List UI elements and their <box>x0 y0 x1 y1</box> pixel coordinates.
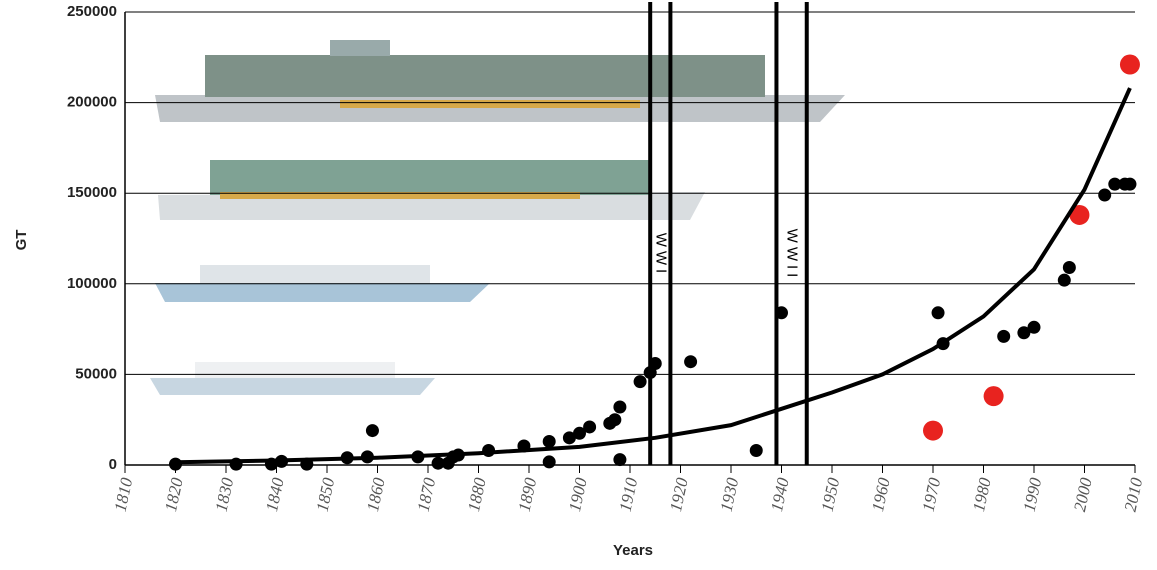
x-tick-label: 1970 <box>919 476 945 514</box>
war-label: WWII <box>784 229 801 282</box>
data-point <box>684 355 698 369</box>
y-tick-label: 100000 <box>67 275 117 292</box>
x-tick-label: 1960 <box>868 476 894 514</box>
data-point <box>1057 273 1071 287</box>
ship <box>150 378 435 395</box>
ship <box>330 40 390 56</box>
ship <box>155 95 845 122</box>
ship <box>205 55 765 97</box>
ship <box>340 100 640 108</box>
x-tick-label: 1810 <box>111 476 137 514</box>
x-tick-label: 1840 <box>262 476 288 514</box>
x-tick-label: 1880 <box>464 476 490 514</box>
ship <box>220 192 580 199</box>
ship-illustrations <box>150 40 845 395</box>
data-point <box>749 444 763 458</box>
data-point <box>613 453 627 467</box>
x-tick-label: 1830 <box>212 476 238 514</box>
ship <box>210 160 650 195</box>
x-tick-label: 1940 <box>767 476 793 514</box>
data-point <box>997 329 1011 343</box>
x-tick-label: 2010 <box>1121 476 1147 514</box>
data-point <box>983 386 1004 407</box>
data-point <box>608 413 622 427</box>
y-tick-label: 200000 <box>67 94 117 111</box>
data-point <box>365 424 379 438</box>
x-tick-label: 1890 <box>515 476 541 514</box>
war-label: WWI <box>652 233 669 277</box>
ship <box>155 283 490 302</box>
data-point <box>923 420 943 441</box>
data-point <box>1108 177 1122 191</box>
y-tick-label: 0 <box>109 456 117 473</box>
x-tick-label: 1870 <box>414 476 440 514</box>
data-point <box>613 400 627 414</box>
data-point <box>542 434 556 448</box>
y-axis-label: GT <box>13 230 30 251</box>
data-point <box>1017 326 1031 340</box>
data-point <box>573 426 586 440</box>
x-tick-label: 1850 <box>313 476 339 514</box>
x-tick-label: 1860 <box>363 476 389 514</box>
x-tick-label: 1900 <box>565 476 591 514</box>
x-tick-label: 1990 <box>1020 476 1046 514</box>
data-point <box>775 306 788 320</box>
x-axis-label: Years <box>613 542 653 559</box>
data-point <box>633 375 647 389</box>
data-point <box>431 456 445 470</box>
data-point <box>1069 204 1090 225</box>
data-point <box>648 357 662 371</box>
x-tick-label: 1910 <box>616 476 642 514</box>
data-point <box>562 431 576 445</box>
x-tick-label: 1930 <box>717 476 743 514</box>
y-tick-label: 50000 <box>75 365 117 382</box>
data-point <box>1098 188 1112 202</box>
data-point <box>1119 54 1140 75</box>
data-point <box>1123 177 1137 191</box>
data-point <box>1027 320 1041 334</box>
y-tick-label: 250000 <box>67 3 117 20</box>
data-point <box>931 306 945 320</box>
x-tick-label: 1980 <box>969 476 995 514</box>
data-point <box>583 420 597 434</box>
x-tick-label: 1950 <box>818 476 844 514</box>
trend-line <box>175 87 1132 465</box>
data-point <box>1062 260 1076 274</box>
x-tick-label: 2000 <box>1070 476 1096 514</box>
data-point <box>542 455 556 469</box>
ship <box>195 362 395 378</box>
x-tick-label: 1820 <box>161 476 187 514</box>
y-tick-label: 150000 <box>67 184 117 201</box>
x-tick-label: 1920 <box>666 476 692 514</box>
ship <box>200 265 430 283</box>
